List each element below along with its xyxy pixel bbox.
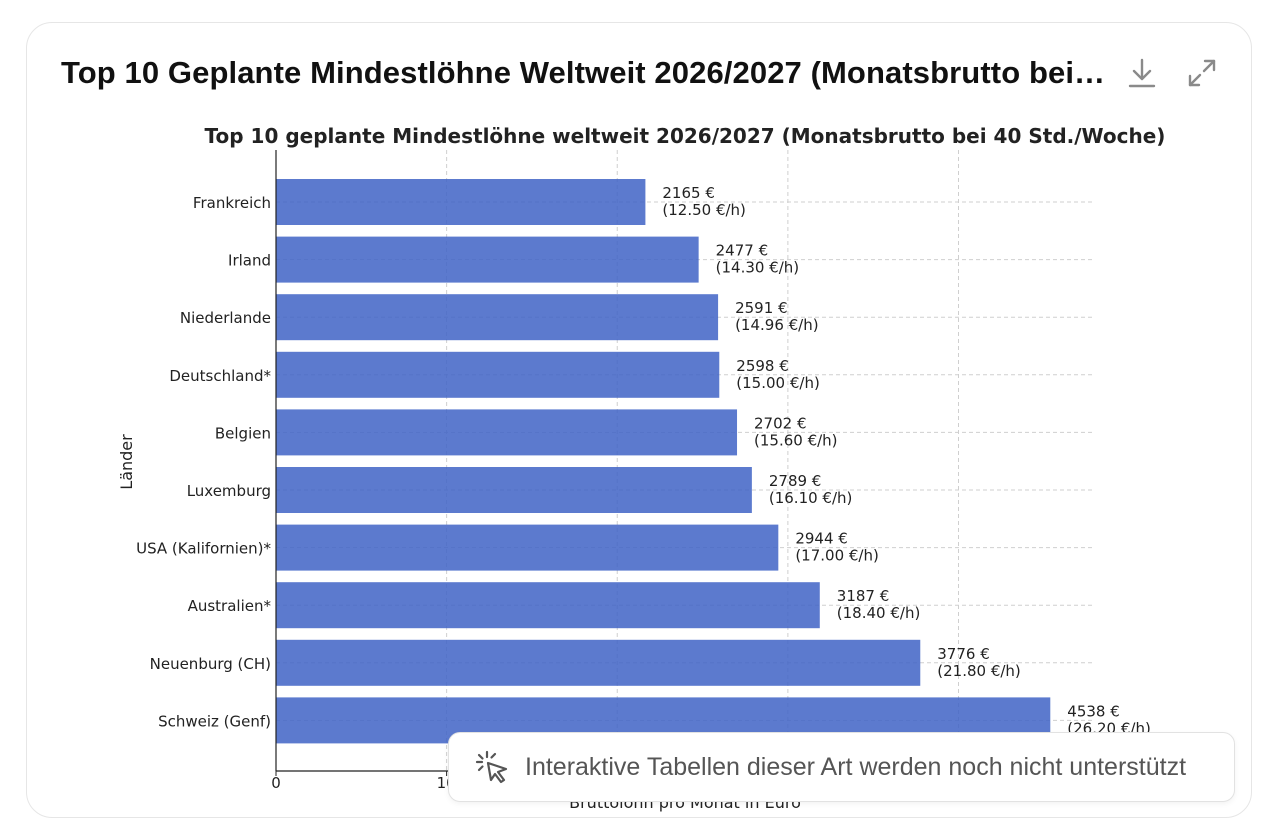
expand-button[interactable]: [1182, 53, 1222, 93]
data-label: (15.60 €/h): [754, 431, 838, 449]
data-label: (18.40 €/h): [837, 604, 921, 622]
toast-message: Interaktive Tabellen dieser Art werden n…: [525, 752, 1187, 781]
data-label: 2165 €: [662, 184, 715, 202]
y-tick-label: Australien*: [188, 597, 272, 615]
bar: [276, 409, 738, 456]
download-button[interactable]: [1122, 53, 1162, 93]
y-tick-label: USA (Kalifornien)*: [136, 540, 271, 558]
expand-icon: [1188, 59, 1216, 87]
data-label: (17.00 €/h): [795, 547, 879, 565]
data-label: (16.10 €/h): [769, 489, 853, 507]
bar: [276, 639, 921, 686]
data-label: (14.96 €/h): [735, 316, 819, 334]
data-label: 2598 €: [736, 357, 789, 375]
bar: [276, 524, 779, 571]
y-tick-label: Frankreich: [193, 194, 271, 212]
unsupported-toast: Interaktive Tabellen dieser Art werden n…: [448, 732, 1235, 802]
data-label: (12.50 €/h): [662, 201, 746, 219]
bar: [276, 582, 820, 629]
data-label: (15.00 €/h): [736, 374, 820, 392]
data-label: 2477 €: [716, 242, 769, 260]
data-label: 2944 €: [795, 530, 848, 548]
bar: [276, 294, 719, 341]
y-axis-label: Länder: [117, 434, 136, 490]
bar: [276, 179, 646, 225]
data-label: 4538 €: [1067, 702, 1120, 720]
y-tick-label: Irland: [228, 252, 271, 270]
data-label: 2591 €: [735, 299, 788, 317]
y-tick-label: Schweiz (Genf): [158, 712, 271, 730]
data-label: 2702 €: [754, 414, 807, 432]
bar: [276, 467, 752, 513]
y-tick-label: Belgien: [215, 424, 271, 442]
y-tick-label: Luxemburg: [187, 482, 271, 500]
sparkle-cursor-icon: [475, 749, 511, 785]
data-label: (21.80 €/h): [937, 662, 1021, 680]
data-label: (14.30 €/h): [716, 259, 800, 277]
chart-title: Top 10 geplante Mindestlöhne weltweit 20…: [205, 124, 1166, 148]
bar: [276, 236, 699, 283]
x-tick-label: 0: [271, 774, 281, 792]
download-icon: [1128, 58, 1156, 88]
data-label: 3776 €: [937, 645, 990, 663]
data-label: 2789 €: [769, 472, 822, 490]
data-label: 3187 €: [837, 587, 890, 605]
bar: [276, 351, 720, 398]
y-tick-label: Deutschland*: [169, 367, 271, 385]
y-tick-label: Niederlande: [180, 309, 271, 327]
y-tick-label: Neuenburg (CH): [150, 655, 271, 673]
